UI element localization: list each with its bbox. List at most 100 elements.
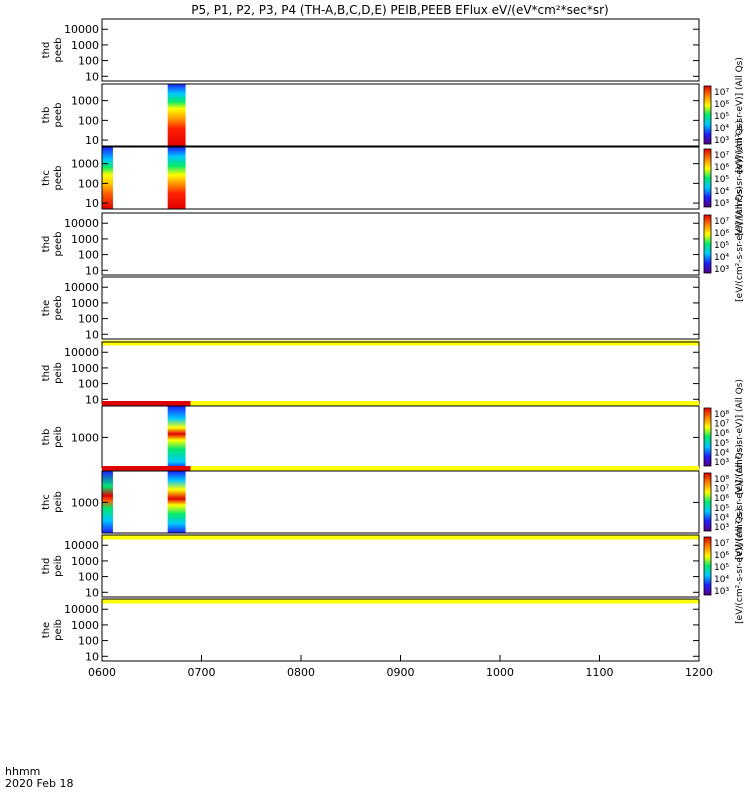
probe-label: thc [41, 494, 52, 510]
x-tick-label: 0900 [387, 666, 415, 679]
colorbar-tick-label: 10⁵ [714, 112, 729, 122]
y-tick-label: 10 [85, 586, 99, 599]
panel-thb-peib: thb peib 1000 [41, 401, 700, 469]
panel-frame [101, 146, 700, 210]
x-tick-label: 1100 [586, 666, 614, 679]
mode-bar [190, 466, 699, 471]
instrument-label: peib [53, 555, 64, 577]
instrument-label: peeb [53, 232, 64, 257]
y-tick-label: 1000 [71, 555, 99, 568]
y-tick-label: 10 [85, 264, 99, 277]
panel-frame [101, 470, 700, 534]
spectrogram-block [167, 84, 186, 146]
probe-label: thd [41, 558, 52, 575]
colorbar-label: [eV/(cm²-s-sr-eV)] (All Qs) [735, 57, 745, 173]
y-tick-label: 10000 [64, 281, 99, 294]
colorbar-tick-label: 10⁶ [714, 494, 729, 504]
y-tick-label: 10 [85, 197, 99, 210]
panel-thc-peib: thc peib 1000 [41, 466, 700, 540]
probe-label: the [41, 300, 52, 316]
colorbar-tick-label: 10³ [714, 265, 729, 275]
colorbar-tick-label: 10⁷ [714, 485, 729, 495]
instrument-label: peib [53, 491, 64, 513]
colorbar-tick-label: 10⁵ [714, 439, 729, 449]
y-tick-label: 10 [85, 650, 99, 663]
colorbar-tick-label: 10⁸ [714, 475, 729, 485]
colorbar-tick-label: 10⁴ [714, 448, 729, 458]
panel-frame [101, 276, 700, 340]
colorbar-tick-label: 10⁶ [714, 100, 729, 110]
probe-label: thb [41, 429, 52, 446]
instrument-label: peeb [53, 166, 64, 191]
instrument-label: peib [53, 362, 64, 384]
y-tick-label: 1000 [71, 362, 99, 375]
y-tick-label: 100 [78, 55, 99, 68]
y-tick-label: 10 [85, 70, 99, 83]
spectrogram-block [102, 147, 113, 209]
y-tick-label: 100 [78, 635, 99, 648]
colorbar-tick-label: 10⁷ [714, 539, 729, 549]
colorbar-tick-label: 10⁶ [714, 163, 729, 173]
spectrogram-block [167, 406, 186, 468]
y-tick-label: 10000 [64, 539, 99, 552]
mode-bar [102, 598, 699, 604]
panel-frame [101, 83, 700, 147]
colorbar-tick-label: 10³ [714, 199, 729, 209]
colorbar-gradient [703, 214, 712, 274]
y-tick-label: 1000 [71, 95, 99, 108]
x-axis-label: hhmm [5, 765, 40, 778]
probe-label: thd [41, 365, 52, 382]
probe-label: thc [41, 170, 52, 186]
colorbar-tick-label: 10⁵ [714, 241, 729, 251]
y-tick-label: 1000 [71, 233, 99, 246]
y-tick-label: 10000 [64, 23, 99, 36]
colorbar-tick-label: 10³ [714, 458, 729, 468]
colorbar-tick-label: 10⁷ [714, 217, 729, 227]
mode-bar [102, 466, 191, 471]
colorbar-label: [eV/(cm²-s-sr-eV)] (All Qs) [735, 508, 745, 624]
probe-label: thd [41, 42, 52, 59]
colorbar-tick-label: 10⁶ [714, 551, 729, 561]
y-tick-label: 100 [78, 249, 99, 262]
mode-bar [190, 401, 699, 406]
panel-frame [101, 341, 700, 405]
colorbar-gradient [703, 536, 712, 596]
colorbar-tick-label: 10⁵ [714, 175, 729, 185]
panel-thc-peeb: thc peeb 1000 100 10 [41, 146, 700, 210]
y-tick-label: 1000 [71, 496, 99, 509]
chart-title: P5, P1, P2, P3, P4 (TH-A,B,C,D,E) PEIB,P… [191, 3, 608, 17]
colorbar-tick-label: 10³ [714, 136, 729, 146]
colorbar-label: [eV/(cm²-s-sr-eV)] (All Qs) [735, 444, 745, 560]
panel-frame [101, 405, 700, 469]
panel-frame [101, 534, 700, 598]
colorbar: 10⁷ 10⁶ 10⁵ 10⁴ 10³ [eV/(cm²-s-sr-eV)] (All Q… [703, 120, 745, 236]
y-tick-label: 100 [78, 571, 99, 584]
colorbar-gradient [703, 472, 712, 532]
instrument-label: peeb [53, 103, 64, 128]
colorbar-gradient [703, 85, 712, 145]
colorbar-tick-label: 10⁷ [714, 151, 729, 161]
colorbar-tick-label: 10⁶ [714, 429, 729, 439]
colorbar-tick-label: 10⁴ [714, 124, 729, 134]
instrument-label: peeb [53, 296, 64, 321]
colorbar-tick-label: 10⁸ [714, 410, 729, 420]
y-tick-label: 1000 [71, 431, 99, 444]
colorbar-label: [eV/(cm²-s-sr-eV)] (All Qs) [735, 379, 745, 495]
y-tick-label: 10 [85, 134, 99, 147]
y-tick-label: 100 [78, 378, 99, 391]
spectrogram-block [167, 147, 186, 209]
colorbar-tick-label: 10⁴ [714, 513, 729, 523]
colorbar-tick-label: 10⁵ [714, 563, 729, 573]
colorbar-label: [eV/(cm²-s-sr-eV)] (All Qs) [735, 120, 745, 236]
colorbar-tick-label: 10⁴ [714, 187, 729, 197]
